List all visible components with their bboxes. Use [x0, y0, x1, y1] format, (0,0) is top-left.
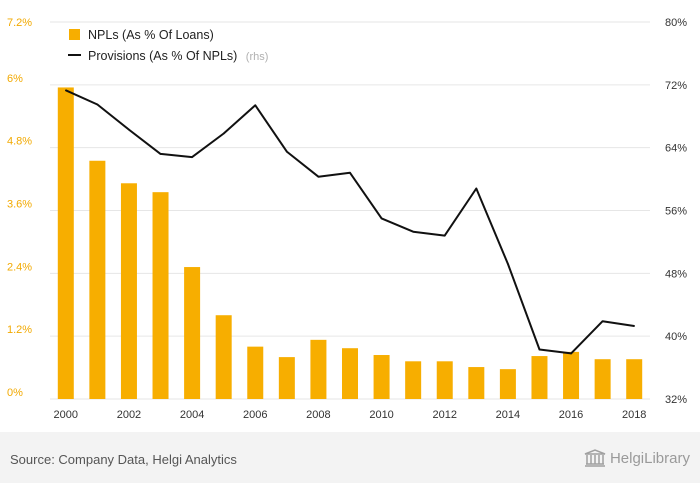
npl-bar-2011 [405, 361, 422, 399]
legend-label-provisions-name: Provisions (As % Of NPLs) [88, 49, 237, 63]
npl-bar-2002 [120, 183, 137, 399]
npl-bar-2009 [342, 348, 358, 399]
grid-lines [50, 21, 650, 400]
x-axis-tick-label: 2006 [243, 409, 267, 421]
right-axis-tick-label: 72% [665, 80, 687, 92]
left-axis-tick-label: 7.2% [7, 17, 32, 29]
npl-bar-2016 [563, 351, 580, 399]
left-axis-tick-label: 3.6% [7, 199, 32, 211]
provisions-point-2008 [317, 175, 320, 178]
provisions-point-2005 [222, 132, 225, 135]
brand-name: HelgiLibrary [609, 449, 690, 467]
npl-bar-2014 [499, 369, 516, 399]
helgi-library-link[interactable]: HelgiLibrary [584, 449, 690, 467]
x-axis-tick-label: 2000 [54, 409, 78, 421]
provisions-point-2013 [475, 187, 478, 190]
provisions-point-2002 [128, 128, 130, 131]
legend: NPLs (As % Of Loans) Provisions (As % Of… [68, 28, 268, 64]
provisions-line-group [64, 89, 636, 355]
provisions-point-2006 [254, 104, 257, 107]
provisions-point-2015 [538, 348, 541, 351]
x-axis-tick-label: 2012 [432, 409, 456, 421]
provisions-point-2016 [570, 352, 572, 355]
npl-bars [57, 87, 643, 399]
provisions-point-2001 [96, 103, 99, 106]
library-building-icon [584, 449, 606, 467]
x-axis-tick-label: 2016 [559, 409, 583, 421]
left-axis-tick-label: 6% [7, 73, 23, 85]
npl-bar-2012 [436, 361, 453, 399]
x-axis-tick-label: 2018 [622, 409, 646, 421]
x-axis-tick-label: 2002 [117, 409, 141, 421]
provisions-point-2011 [412, 230, 414, 233]
legend-label-npl: NPLs (As % Of Loans) [88, 28, 214, 42]
source-text: Source: Company Data, Helgi Analytics [10, 452, 237, 467]
left-axis-tick-label: 0% [7, 387, 23, 399]
right-axis-tick-label: 80% [665, 17, 687, 29]
npl-bar-2004 [184, 267, 201, 399]
x-axis-tick-label: 2010 [369, 409, 393, 421]
legend-swatch-npl [69, 29, 80, 40]
provisions-point-2012 [443, 234, 446, 237]
npl-bar-2007 [278, 357, 295, 399]
right-axis-ticks: 32% 40% 48% 56% 64% 72% 80% [665, 17, 687, 406]
provisions-point-2009 [349, 172, 351, 174]
left-axis-tick-label: 2.4% [7, 261, 32, 273]
right-axis-tick-label: 32% [665, 394, 687, 406]
provisions-point-2018 [633, 325, 636, 327]
npl-bar-2003 [152, 192, 169, 399]
npl-bar-2008 [310, 339, 327, 399]
legend-label-rhs-note: (rhs) [246, 51, 269, 63]
npl-bar-2013 [468, 367, 485, 399]
provisions-point-2007 [286, 150, 288, 153]
left-axis-tick-label: 1.2% [7, 324, 32, 336]
legend-label-provisions: Provisions (As % Of NPLs) (rhs) [88, 47, 268, 64]
left-axis-ticks: 0% 1.2% 2.4% 3.6% 4.8% 6% 7.2% [7, 17, 32, 399]
footer: Source: Company Data, Helgi Analytics He… [0, 432, 700, 483]
npl-bar-2001 [89, 160, 106, 399]
provisions-point-2003 [159, 153, 162, 155]
chart: 0% 1.2% 2.4% 3.6% 4.8% 6% 7.2% 32% 40% 48% 56% 64%… [7, 17, 687, 421]
provisions-point-2017 [601, 320, 604, 323]
npl-bar-2017 [594, 359, 611, 399]
npl-bar-2000 [57, 87, 74, 399]
npl-bar-2015 [531, 356, 548, 399]
provisions-point-2014 [507, 263, 509, 265]
provisions-point-2004 [191, 156, 193, 158]
provisions-point-2000 [64, 89, 67, 92]
provisions-point-2010 [380, 217, 383, 220]
npl-bar-2018 [626, 359, 643, 399]
right-axis-tick-label: 56% [665, 206, 687, 218]
x-axis-tick-label: 2008 [306, 409, 330, 421]
provisions-line [65, 89, 635, 355]
npl-bar-2006 [247, 346, 264, 399]
right-axis-tick-label: 40% [665, 331, 687, 343]
x-axis-tick-label: 2014 [496, 409, 520, 421]
npl-bar-2010 [373, 355, 390, 399]
right-axis-tick-label: 64% [665, 143, 687, 155]
x-axis-ticks: 2000 2002 2004 2006 2008 2010 2012 2014 2016 2018 [54, 409, 647, 421]
x-axis-tick-label: 2004 [180, 409, 204, 421]
left-axis-tick-label: 4.8% [7, 136, 32, 148]
npl-bar-2005 [215, 315, 232, 399]
right-axis-tick-label: 48% [665, 268, 687, 280]
